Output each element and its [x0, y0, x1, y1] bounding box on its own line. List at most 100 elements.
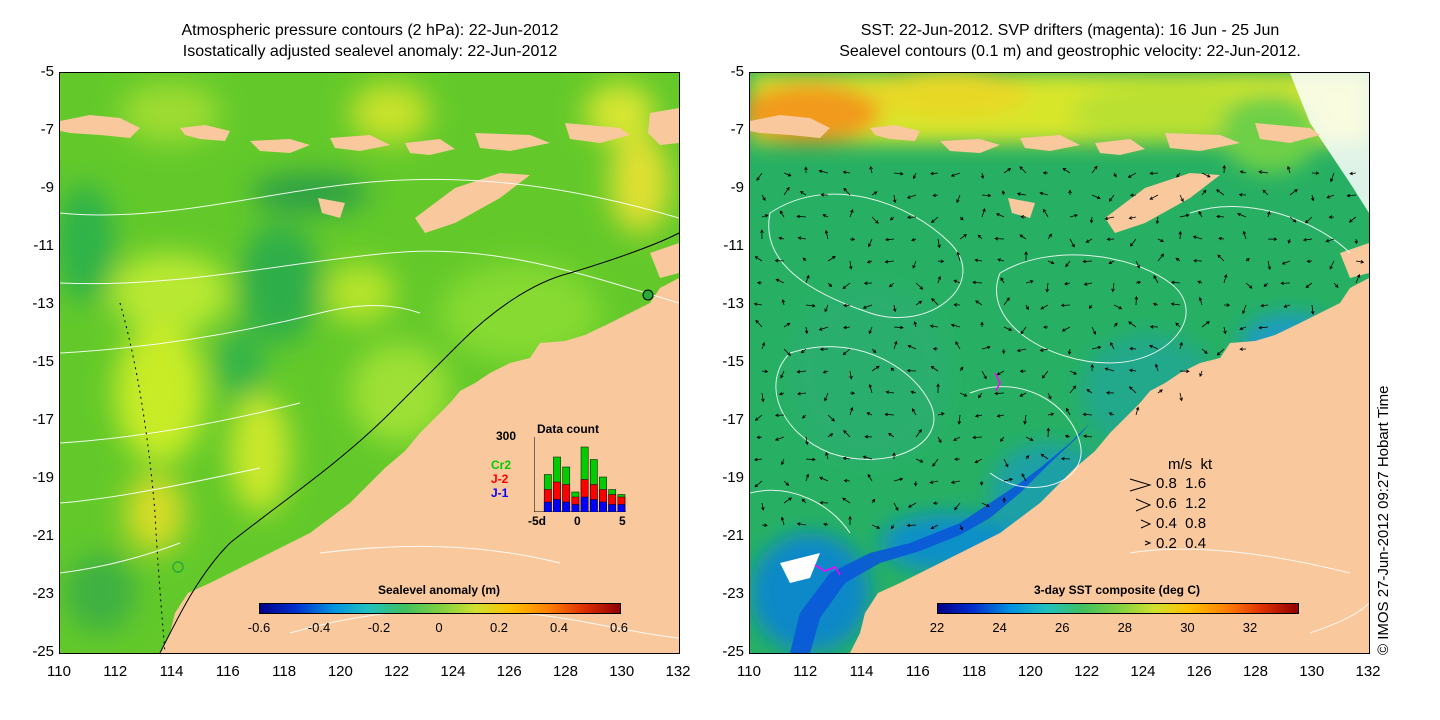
velocity-arrow — [1090, 363, 1094, 372]
sealevel-anomaly-map: Sealevel anomaly (m) -0.6 -0.4 -0.2 0 0.2 0.4… — [59, 72, 680, 654]
velocity-arrow — [1025, 454, 1030, 460]
colorbar-tick-label: -0.4 — [307, 620, 331, 635]
velocity-arrow — [827, 256, 836, 262]
velocity-arrow — [930, 216, 939, 223]
y-tick-label: -15 — [32, 353, 54, 370]
velocity-arrow — [1113, 304, 1123, 310]
velocity-arrow — [956, 194, 961, 204]
velocity-arrow — [1346, 193, 1357, 198]
sealevel-anomaly-field — [60, 73, 679, 653]
velocity-arrow — [890, 367, 895, 372]
velocity-arrow — [1193, 258, 1203, 263]
y-tick-label: -5 — [730, 63, 744, 80]
velocity-arrow — [849, 260, 853, 270]
velocity-arrow — [783, 172, 792, 177]
velocity-arrow — [1019, 392, 1027, 397]
velocity-arrow — [893, 340, 898, 350]
velocity-arrow — [783, 186, 790, 196]
velocity-arrow — [819, 500, 829, 505]
velocity-arrow — [1040, 304, 1049, 310]
data-count-xlabel-end: 5 — [619, 514, 626, 528]
velocity-arrow — [796, 214, 807, 219]
velocity-arrow — [761, 502, 765, 511]
velocity-arrow — [884, 259, 895, 264]
velocity-arrow — [1148, 344, 1159, 350]
velocity-arrow — [1258, 170, 1269, 174]
velocity-arrow — [912, 260, 917, 269]
velocity-arrow — [1330, 172, 1335, 183]
velocity-arrow — [1083, 434, 1093, 438]
velocity-arrow — [1019, 166, 1027, 174]
velocity-arrow — [761, 341, 766, 350]
velocity-arrow — [827, 414, 835, 422]
velocity-arrow — [1216, 348, 1225, 356]
data-count-bar-j1 — [608, 504, 617, 512]
velocity-arrow — [1128, 368, 1137, 373]
velocity-arrow — [974, 414, 983, 418]
velocity-arrow — [995, 213, 1005, 218]
x-tick-label: 128 — [552, 663, 578, 680]
velocity-arrow — [1201, 172, 1211, 178]
velocity-arrow — [1267, 237, 1278, 241]
velocity-legend-row-1: 0.8 1.6 — [1156, 475, 1207, 492]
x-tick-label: 130 — [1299, 663, 1325, 680]
velocity-arrow — [780, 370, 785, 379]
velocity-arrow — [1020, 215, 1027, 219]
velocity-arrow — [822, 214, 829, 218]
velocity-arrow — [1091, 326, 1097, 335]
left-title-line-2: Isostatically adjusted sealevel anomaly:… — [182, 43, 558, 60]
velocity-arrow — [913, 320, 917, 328]
y-tick-label: -23 — [32, 585, 54, 602]
colorbar-tick-label: 32 — [1242, 620, 1258, 635]
velocity-arrow — [953, 279, 961, 284]
velocity-arrow — [888, 282, 895, 288]
velocity-arrow — [1047, 233, 1053, 240]
velocity-arrow — [1217, 254, 1225, 262]
velocity-arrow — [774, 436, 785, 441]
colorbar-tick-label: 26 — [1054, 620, 1070, 635]
velocity-arrow — [796, 522, 807, 526]
velocity-arrow — [907, 344, 917, 350]
velocity-arrow — [1065, 260, 1071, 268]
velocity-arrow — [842, 456, 851, 461]
velocity-arrow — [929, 324, 939, 328]
velocity-arrow — [801, 498, 807, 504]
velocity-arrow — [1267, 211, 1271, 218]
x-tick-label: 124 — [440, 663, 466, 680]
velocity-arrow — [1003, 477, 1014, 482]
velocity-arrow — [906, 368, 917, 373]
velocity-arrow — [1045, 282, 1050, 293]
velocity-arrow — [797, 391, 807, 396]
velocity-arrow — [980, 321, 984, 328]
velocity-arrow — [783, 348, 791, 356]
velocity-arrow — [775, 278, 785, 284]
velocity-arrow — [1289, 189, 1298, 196]
velocity-arrow — [755, 319, 763, 328]
velocity-arrow — [994, 391, 1005, 396]
velocity-arrow — [932, 458, 939, 467]
colorbar-tick-label: 0.2 — [489, 620, 509, 635]
y-tick-label: -15 — [722, 353, 744, 370]
velocity-arrow — [974, 458, 983, 464]
y-tick-label: -25 — [32, 643, 54, 660]
x-tick-label: 132 — [665, 663, 691, 680]
velocity-arrow — [778, 236, 785, 241]
x-tick-label: 128 — [1242, 663, 1268, 680]
velocity-arrow — [1157, 253, 1165, 262]
velocity-arrow — [761, 523, 768, 527]
velocity-arrow — [778, 391, 785, 396]
velocity-arrow — [1201, 321, 1210, 328]
velocity-arrow — [871, 365, 880, 372]
velocity-arrow — [1192, 235, 1203, 240]
velocity-arrow — [1021, 473, 1027, 482]
velocity-arrow — [1328, 215, 1335, 219]
velocity-arrow — [1333, 282, 1339, 288]
velocity-arrow — [1002, 497, 1006, 504]
velocity-arrow — [955, 341, 961, 350]
velocity-arrow — [818, 169, 829, 174]
data-count-bar-j2 — [599, 489, 607, 512]
velocity-arrow — [754, 414, 763, 421]
velocity-arrow — [1110, 341, 1115, 350]
velocity-arrow — [753, 302, 763, 306]
velocity-arrow — [804, 166, 808, 174]
